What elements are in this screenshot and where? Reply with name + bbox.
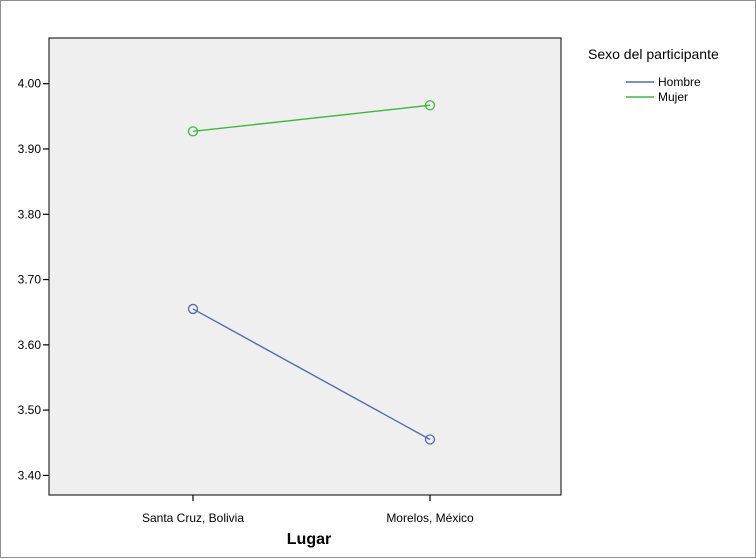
y-tick-label: 4.00	[18, 77, 42, 91]
data-point-marker	[424, 434, 436, 445]
series-hombre	[187, 303, 436, 445]
plot-area	[48, 37, 562, 496]
legend-label: Hombre	[658, 75, 701, 89]
y-tick-label: 3.70	[18, 273, 42, 287]
y-tick-label: 3.40	[18, 468, 42, 482]
legend-label: Mujer	[658, 90, 688, 104]
series-mujer	[187, 100, 436, 137]
y-tick-label: 3.90	[18, 142, 42, 156]
y-tick-label: 3.60	[18, 338, 42, 352]
series-line	[192, 104, 431, 133]
y-tick-label: 3.50	[18, 403, 42, 417]
x-tick-label: Morelos, México	[386, 511, 474, 525]
series-layer	[187, 100, 436, 445]
y-axis: 3.40 3.50 3.60 3.70 3.80 3.90 4.00	[18, 77, 49, 482]
x-axis-title: Lugar	[287, 531, 331, 548]
data-point-marker	[424, 100, 436, 111]
data-point-marker	[187, 303, 199, 315]
y-tick-label: 3.80	[18, 207, 42, 221]
x-tick-label: Santa Cruz, Bolivia	[142, 511, 244, 525]
series-line	[192, 308, 431, 441]
x-axis: Santa Cruz, Bolivia Morelos, México	[142, 495, 474, 525]
legend-title: Sexo del participante	[588, 46, 719, 62]
data-point-marker	[187, 126, 199, 137]
